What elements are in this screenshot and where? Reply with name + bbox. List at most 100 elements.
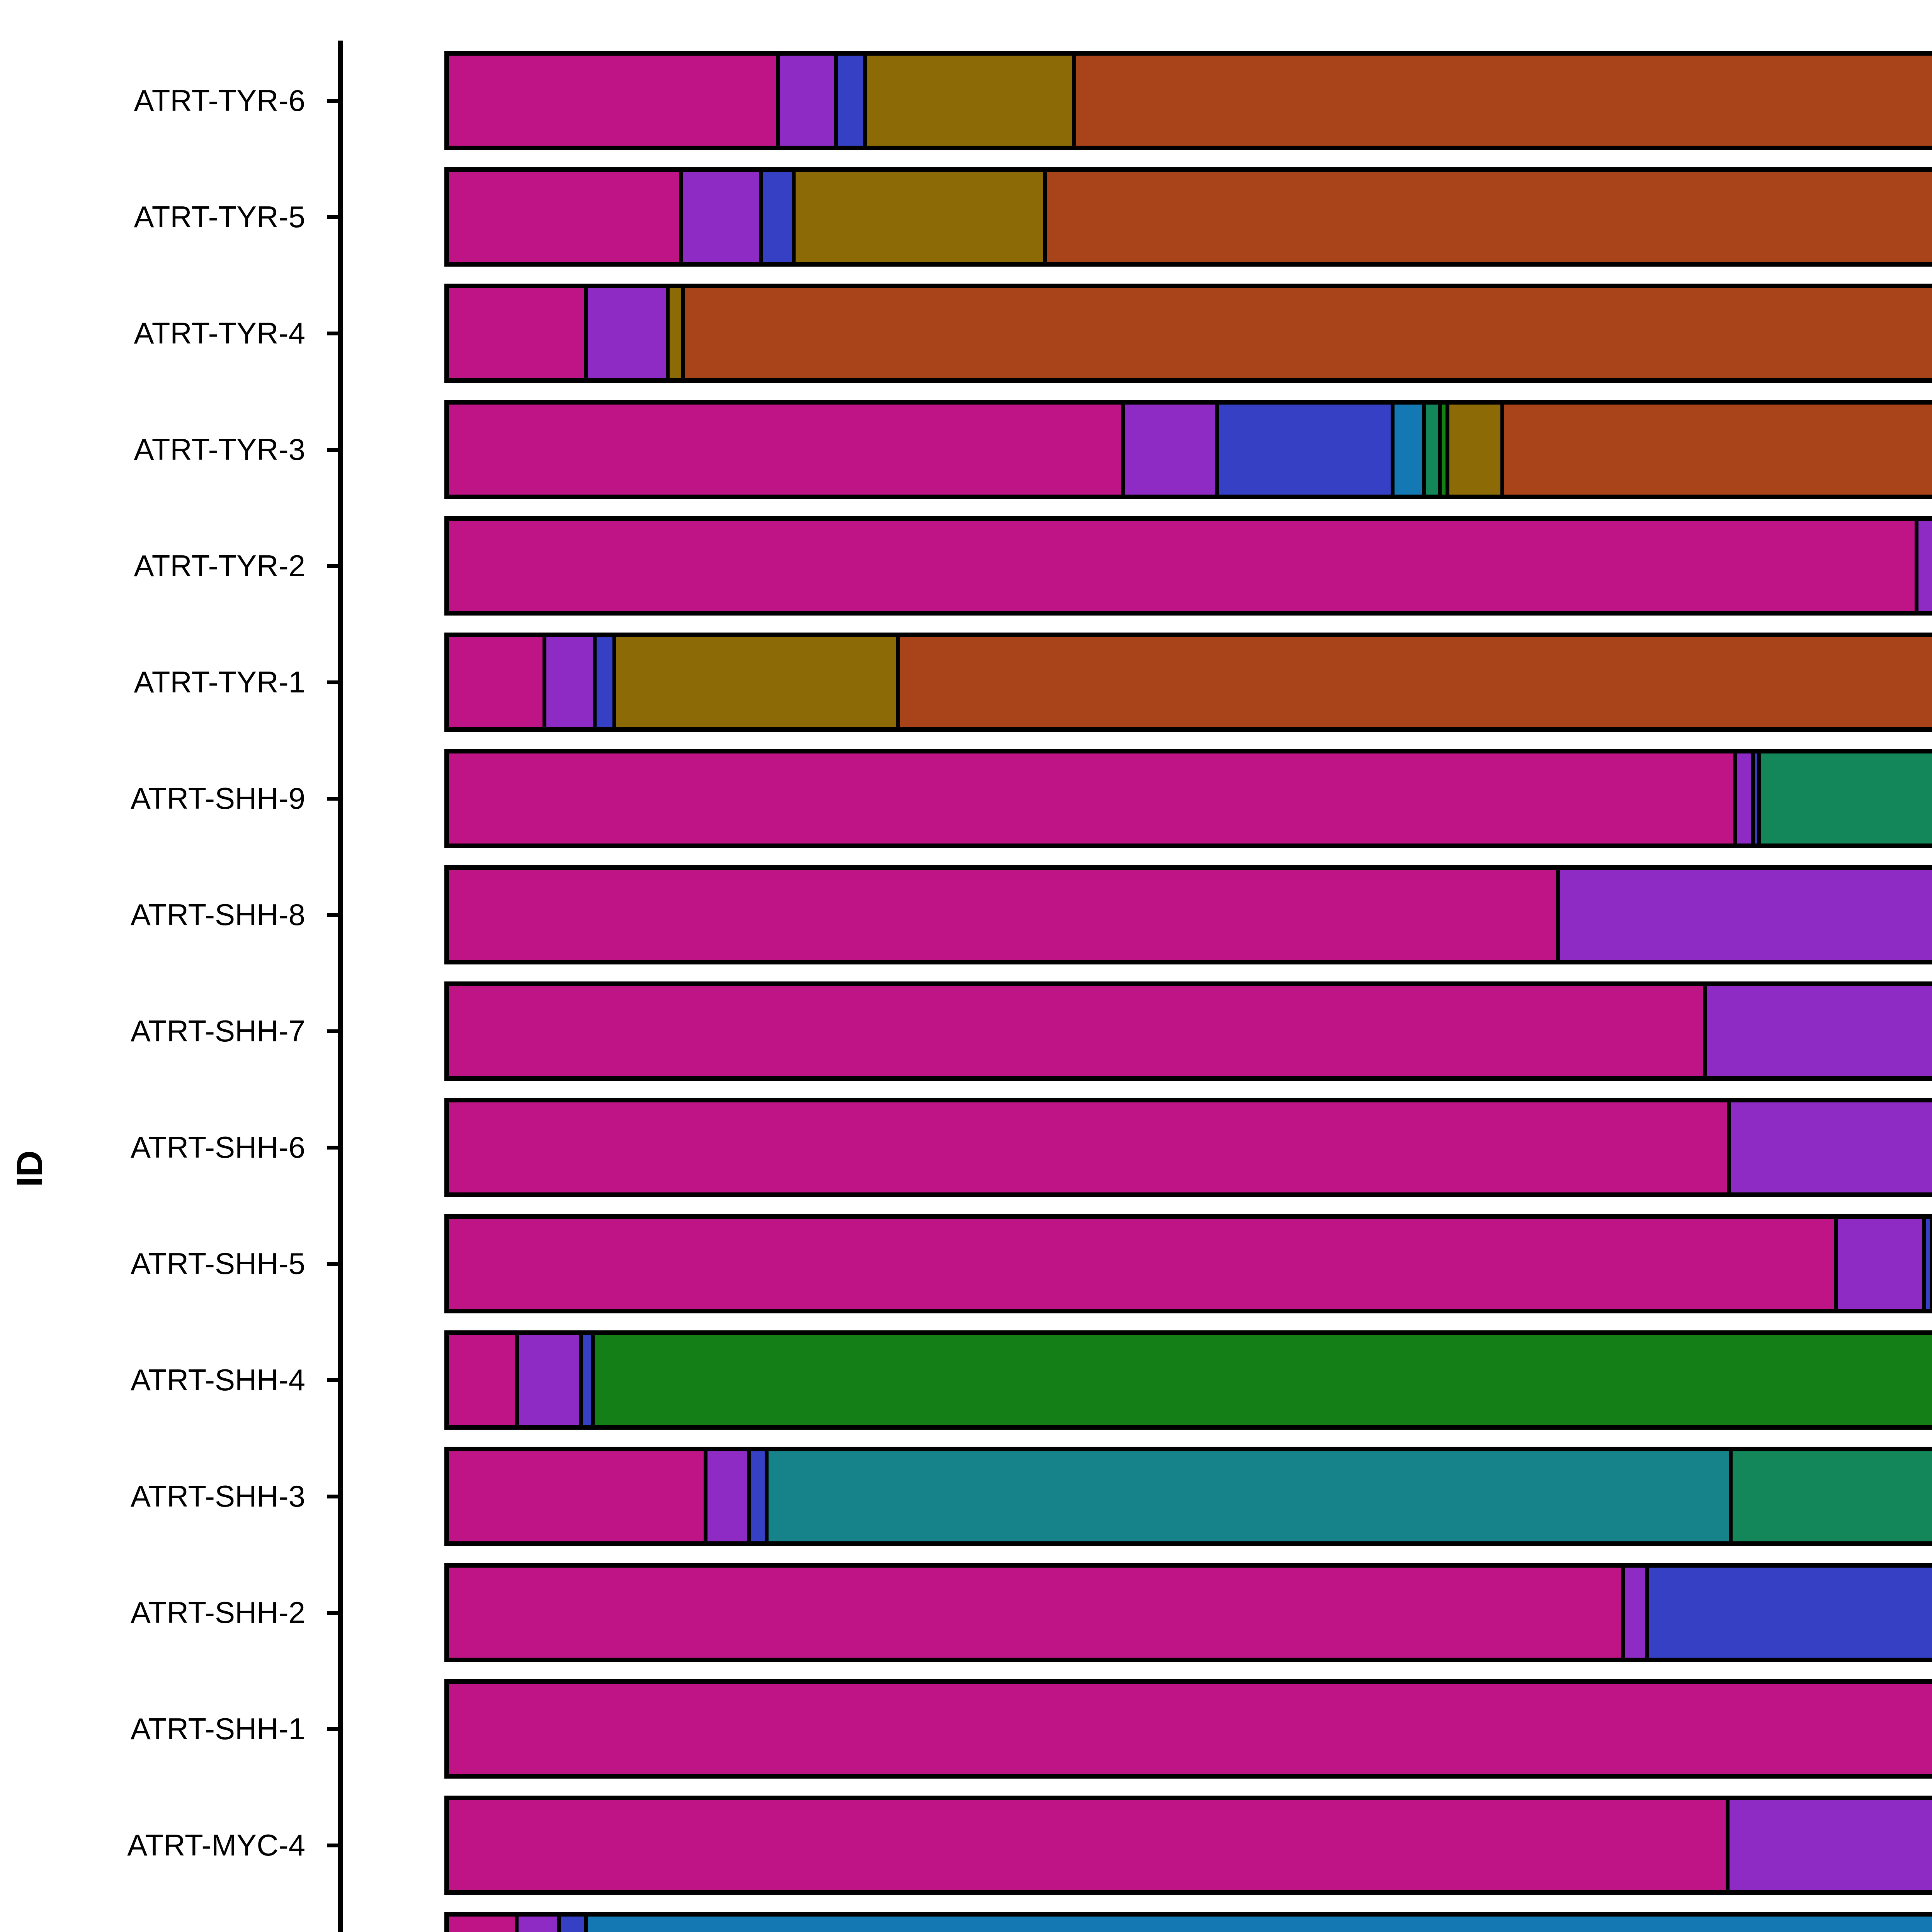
segment-mesenchymal-like bbox=[586, 1917, 1932, 1932]
y-tick-mark bbox=[327, 331, 340, 335]
y-tick-mark bbox=[327, 1145, 340, 1150]
segment-tumor bbox=[449, 1917, 517, 1932]
stacked-bar-ATRT-TYR-2 bbox=[444, 516, 1932, 616]
segment-tumor bbox=[449, 986, 1705, 1076]
y-tick-mark bbox=[327, 1029, 340, 1033]
y-axis-label-ATRT-MYC-4: ATRT-MYC-4 bbox=[127, 1828, 305, 1862]
y-tick-mark bbox=[327, 99, 340, 103]
segment-tme bbox=[681, 172, 761, 262]
stacked-bar-ATRT-TYR-1 bbox=[444, 633, 1932, 732]
y-tick-mark bbox=[327, 680, 340, 684]
stacked-bar-ATRT-SHH-9 bbox=[444, 749, 1932, 848]
segment-tme bbox=[1727, 1800, 1932, 1890]
segment-tme bbox=[586, 288, 668, 378]
segment-tme bbox=[1735, 753, 1753, 844]
segment-tumor bbox=[449, 521, 1917, 611]
stacked-bar-ATRT-MYC-3 bbox=[444, 1912, 1932, 1932]
segment-hypoxic bbox=[595, 637, 614, 727]
stacked-bar-ATRT-SHH-3 bbox=[444, 1447, 1932, 1546]
segment-opc-like bbox=[1439, 405, 1447, 495]
stacked-bar-ATRT-TYR-4 bbox=[444, 284, 1932, 383]
segment-hypoxic bbox=[836, 56, 865, 146]
stacked-bar-ATRT-TYR-6 bbox=[444, 51, 1932, 150]
segment-tme bbox=[544, 637, 595, 727]
segment-tme bbox=[1623, 1568, 1647, 1658]
stacked-bar-ATRT-SHH-1 bbox=[444, 1679, 1932, 1779]
segment-hypoxic bbox=[581, 1335, 593, 1425]
segment-hypoxic bbox=[760, 172, 794, 262]
y-axis-label-ATRT-SHH-4: ATRT-SHH-4 bbox=[130, 1363, 305, 1397]
segment-tumor bbox=[449, 56, 778, 146]
segment-tme bbox=[517, 1917, 560, 1932]
segment-tme bbox=[1916, 521, 1932, 611]
segment-hypoxic bbox=[749, 1451, 767, 1541]
segment-tumor bbox=[449, 753, 1736, 844]
segment-mesenchymal-like bbox=[1393, 405, 1424, 495]
y-tick-mark bbox=[327, 564, 340, 568]
y-tick-mark bbox=[327, 913, 340, 917]
stacked-bar-ATRT-SHH-5 bbox=[444, 1214, 1932, 1313]
segment-npc-like bbox=[1731, 1451, 1932, 1541]
segment-tumor bbox=[449, 172, 682, 262]
segment-npc-like bbox=[1424, 405, 1440, 495]
segment-tumor bbox=[449, 405, 1123, 495]
segment-hypoxic bbox=[1923, 1219, 1932, 1309]
stacked-bar-ATRT-SHH-2 bbox=[444, 1563, 1932, 1662]
y-axis-label-ATRT-SHH-3: ATRT-SHH-3 bbox=[130, 1479, 305, 1513]
segment-tme bbox=[1835, 1219, 1924, 1309]
segment-tme bbox=[1123, 405, 1217, 495]
y-axis-label-ATRT-TYR-2: ATRT-TYR-2 bbox=[134, 549, 305, 583]
segment-cp-like bbox=[1045, 172, 1932, 262]
y-tick-mark bbox=[327, 447, 340, 452]
segment-cp-like bbox=[1073, 56, 1932, 146]
segment-tumor bbox=[449, 288, 587, 378]
segment-cilia-like bbox=[1447, 405, 1502, 495]
y-tick-mark bbox=[327, 1494, 340, 1498]
segment-tumor bbox=[449, 1102, 1729, 1192]
segment-rg-like bbox=[766, 1451, 1731, 1541]
segment-tumor bbox=[449, 870, 1558, 960]
y-axis-label-ATRT-TYR-6: ATRT-TYR-6 bbox=[134, 83, 305, 117]
segment-npc-like bbox=[1759, 753, 1932, 844]
y-axis-label-ATRT-SHH-8: ATRT-SHH-8 bbox=[130, 898, 305, 932]
y-tick-mark bbox=[327, 1727, 340, 1731]
y-axis-label-ATRT-TYR-4: ATRT-TYR-4 bbox=[134, 316, 305, 350]
stacked-bar-ATRT-SHH-4 bbox=[444, 1330, 1932, 1430]
y-axis-label-ATRT-SHH-9: ATRT-SHH-9 bbox=[130, 781, 305, 815]
segment-cilia-like bbox=[793, 172, 1046, 262]
y-tick-mark bbox=[327, 1611, 340, 1615]
segment-tme bbox=[517, 1335, 582, 1425]
segment-cp-like bbox=[1502, 405, 1932, 495]
stacked-bar-ATRT-TYR-3 bbox=[444, 400, 1932, 499]
y-tick-mark bbox=[327, 1378, 340, 1382]
stacked-bar-ATRT-MYC-4 bbox=[444, 1796, 1932, 1895]
segment-tme bbox=[778, 56, 836, 146]
y-axis-label-ATRT-SHH-1: ATRT-SHH-1 bbox=[130, 1712, 305, 1746]
y-axis-label-ATRT-SHH-5: ATRT-SHH-5 bbox=[130, 1247, 305, 1281]
segment-tumor bbox=[449, 1684, 1932, 1774]
segment-hypoxic bbox=[1646, 1568, 1932, 1658]
y-tick-mark bbox=[327, 215, 340, 219]
segment-tumor bbox=[449, 1335, 517, 1425]
segment-tumor bbox=[449, 637, 544, 727]
y-axis-line bbox=[338, 41, 343, 1932]
segment-cilia-like bbox=[614, 637, 898, 727]
stacked-bar-ATRT-SHH-7 bbox=[444, 981, 1932, 1081]
y-axis-label-ATRT-TYR-1: ATRT-TYR-1 bbox=[134, 665, 305, 699]
segment-hypoxic bbox=[559, 1917, 587, 1932]
y-axis-label-ATRT-TYR-3: ATRT-TYR-3 bbox=[134, 432, 305, 466]
stacked-bar-ATRT-SHH-6 bbox=[444, 1098, 1932, 1197]
stacked-bar-ATRT-TYR-5 bbox=[444, 167, 1932, 267]
segment-tumor bbox=[449, 1568, 1624, 1658]
segment-tme bbox=[706, 1451, 749, 1541]
y-axis-label-ATRT-TYR-5: ATRT-TYR-5 bbox=[134, 200, 305, 234]
segment-tumor bbox=[449, 1219, 1836, 1309]
segment-tumor bbox=[449, 1451, 706, 1541]
segment-hypoxic bbox=[1217, 405, 1393, 495]
segment-tme bbox=[1558, 870, 1932, 960]
segment-cilia-like bbox=[667, 288, 683, 378]
y-axis-label-ATRT-SHH-2: ATRT-SHH-2 bbox=[130, 1595, 305, 1629]
segment-opc-like bbox=[593, 1335, 1932, 1425]
stacked-bar-ATRT-SHH-8 bbox=[444, 865, 1932, 964]
